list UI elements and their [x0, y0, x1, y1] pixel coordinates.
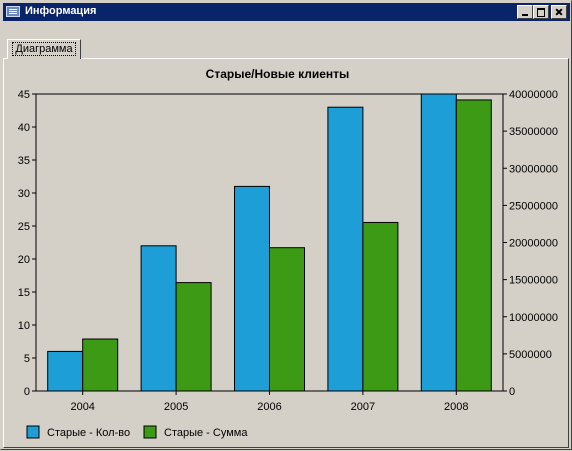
close-button[interactable]: [551, 5, 567, 19]
x-tick-label: 2004: [70, 401, 94, 413]
bar-sum-2004: [82, 338, 119, 392]
y-left-tick-label: 5: [24, 353, 30, 365]
tab-diagram-label: Диаграмма: [12, 42, 76, 56]
y-left-tick-label: 15: [18, 287, 30, 299]
chart-title: Старые/Новые клиенты: [206, 67, 350, 81]
x-tick-label: 2005: [164, 401, 188, 413]
y-right-tick-label: 40000000: [509, 89, 558, 101]
y-left-tick-label: 25: [18, 221, 30, 233]
window-title: Информация: [25, 5, 97, 17]
legend-swatch-sum: [143, 425, 157, 439]
y-left-tick-label: 10: [18, 320, 30, 332]
y-right-tick-label: 25000000: [509, 200, 558, 212]
app-icon: [6, 6, 20, 17]
y-right-tick-label: 15000000: [509, 275, 558, 287]
y-right-tick-label: 30000000: [509, 163, 558, 175]
y-right-tick-label: 10000000: [509, 312, 558, 324]
legend-swatch-count: [26, 425, 40, 439]
y-left-tick-label: 40: [18, 122, 30, 134]
x-tick-label: 2008: [444, 401, 468, 413]
tab-panel: [3, 58, 569, 448]
y-right-tick-label: 35000000: [509, 126, 558, 138]
bar-sum-2005: [175, 282, 212, 392]
bar-sum-2007: [362, 221, 399, 392]
y-right-tick-label: 5000000: [509, 349, 552, 361]
bar-count-2006: [234, 185, 270, 392]
minimize-button[interactable]: [517, 5, 533, 19]
y-left-tick-label: 20: [18, 254, 30, 266]
title-bar[interactable]: Информация: [3, 3, 570, 21]
maximize-button[interactable]: [533, 5, 549, 19]
y-right-tick-label: 0: [509, 386, 515, 398]
y-left-tick-label: 35: [18, 155, 30, 167]
x-tick-label: 2006: [257, 401, 281, 413]
bar-sum-2006: [269, 247, 305, 392]
bar-count-2005: [140, 245, 177, 392]
y-left-tick-label: 0: [24, 386, 30, 398]
y-left-tick-label: 30: [18, 188, 30, 200]
y-right-tick-label: 20000000: [509, 238, 558, 250]
legend-label-sum: Старые - Сумма: [164, 427, 248, 439]
bar-sum-2008: [455, 99, 492, 392]
bar-count-2007: [327, 106, 364, 392]
bar-count-2004: [47, 350, 84, 392]
bar-count-2008: [420, 93, 457, 392]
legend-label-count: Старые - Кол-во: [47, 427, 130, 439]
x-tick-label: 2007: [351, 401, 375, 413]
y-left-tick-label: 45: [18, 89, 30, 101]
tab-diagram[interactable]: Диаграмма: [7, 39, 81, 59]
